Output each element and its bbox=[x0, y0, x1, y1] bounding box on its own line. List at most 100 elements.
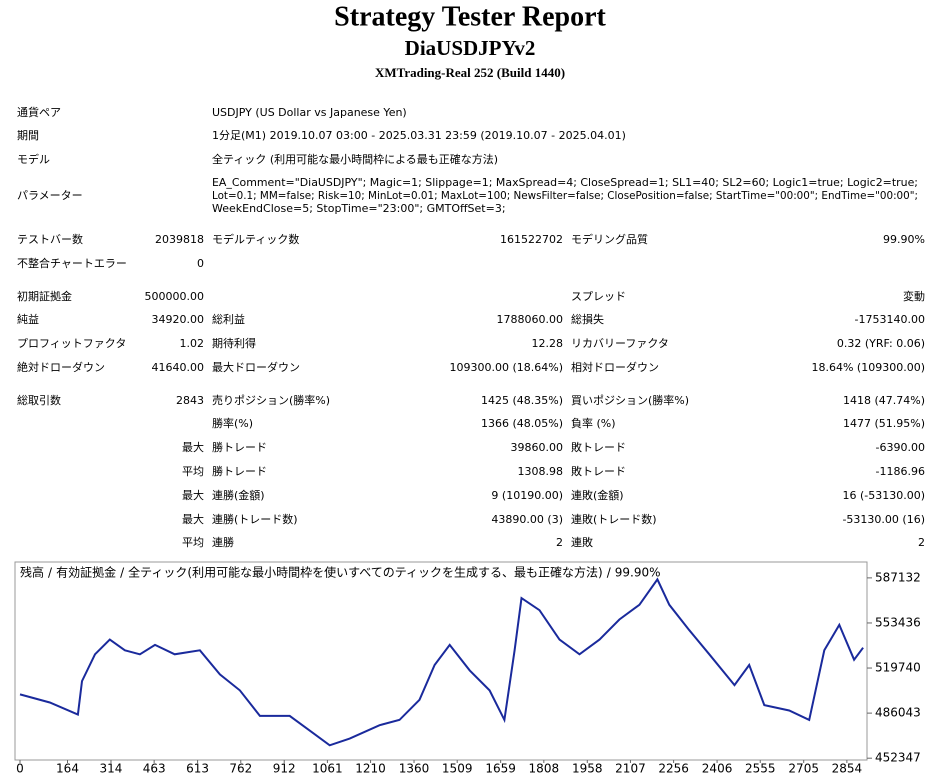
info-label: パラメーター bbox=[17, 189, 83, 202]
stat-label: 相対ドローダウン bbox=[571, 360, 659, 374]
stat-label: 敗トレード bbox=[571, 440, 626, 454]
stat-value: 0.32 (YRF: 0.06) bbox=[837, 337, 925, 350]
stat-label: 連勝(トレード数) bbox=[212, 512, 298, 526]
stat-label: 連敗 bbox=[571, 535, 593, 549]
stat-label: 初期証拠金 bbox=[17, 289, 72, 303]
info-label: 期間 bbox=[17, 129, 39, 142]
stat-value: -1186.96 bbox=[876, 465, 925, 478]
stat-label: 連敗(金額) bbox=[571, 488, 624, 502]
x-tick-label: 912 bbox=[273, 762, 296, 776]
stat-value: 1366 (48.05%) bbox=[481, 417, 563, 430]
stat-value: 1.02 bbox=[180, 337, 205, 350]
info-value: 全ティック (利用可能な最小時間枠による最も正確な方法) bbox=[212, 152, 498, 166]
stat-value: -53130.00 (16) bbox=[842, 513, 925, 526]
x-tick-label: 1360 bbox=[399, 762, 430, 776]
x-tick-label: 2107 bbox=[615, 762, 646, 776]
stat-label: リカバリーファクタ bbox=[571, 337, 669, 350]
legend-separator: / bbox=[607, 566, 612, 580]
x-tick-label: 1659 bbox=[485, 762, 516, 776]
stat-label: 連敗(トレード数) bbox=[571, 512, 657, 526]
legend-separator: / bbox=[48, 566, 53, 580]
stat-value: 最大 bbox=[182, 512, 204, 526]
x-tick-label: 463 bbox=[143, 762, 166, 776]
stat-label: モデルティック数 bbox=[212, 232, 299, 246]
y-tick-label: 587132 bbox=[875, 570, 921, 584]
x-tick-label: 1061 bbox=[312, 762, 343, 776]
x-tick-label: 1808 bbox=[529, 762, 560, 776]
y-tick-label: 486043 bbox=[875, 706, 921, 720]
x-tick-label: 2406 bbox=[702, 762, 733, 776]
stat-label: 勝トレード bbox=[212, 440, 267, 454]
stat-value: 39860.00 bbox=[511, 441, 564, 454]
info-label: 通貨ペア bbox=[17, 105, 61, 119]
stat-value: 99.90% bbox=[883, 233, 925, 246]
stat-value: 0 bbox=[197, 257, 204, 270]
stat-value: 9 (10190.00) bbox=[491, 489, 563, 502]
stat-value: 最大 bbox=[182, 488, 204, 502]
x-tick-label: 314 bbox=[100, 762, 123, 776]
stat-label: 売りポジション(勝率%) bbox=[212, 393, 330, 407]
x-tick-label: 2256 bbox=[658, 762, 689, 776]
x-tick-label: 2705 bbox=[788, 762, 819, 776]
stat-label: テストバー数 bbox=[17, 233, 83, 246]
stat-label: 不整合チャートエラー bbox=[17, 256, 127, 270]
stat-value: 2 bbox=[556, 536, 563, 549]
x-tick-label: 1509 bbox=[442, 762, 473, 776]
parameter-line: Lot=0.1; MM=false; Risk=10; MinLot=0.01;… bbox=[212, 189, 918, 202]
modeling-quality: 99.90% bbox=[615, 566, 661, 580]
stat-value: 平均 bbox=[182, 536, 204, 549]
info-value: USDJPY (US Dollar vs Japanese Yen) bbox=[212, 106, 407, 119]
stat-value: 1308.98 bbox=[518, 465, 564, 478]
stat-value: 12.28 bbox=[532, 337, 564, 350]
report-title: Strategy Tester Report bbox=[334, 1, 606, 32]
stat-label: 連勝 bbox=[212, 535, 234, 549]
stat-label: 総損失 bbox=[571, 312, 604, 326]
stat-value: 34920.00 bbox=[152, 313, 205, 326]
stat-label: 勝率(%) bbox=[212, 416, 253, 430]
legend-entry: 有効証拠金 bbox=[56, 565, 116, 580]
stat-value: -1753140.00 bbox=[855, 313, 925, 326]
stat-value: 1418 (47.74%) bbox=[843, 394, 925, 407]
stat-value: 43890.00 (3) bbox=[491, 513, 563, 526]
chart-caption: 全ティック(利用可能な最小時間枠を使いすべてのティックを生成する、最も正確な方法… bbox=[128, 565, 603, 580]
balance-line bbox=[19, 577, 864, 747]
stat-value: 41640.00 bbox=[152, 361, 205, 374]
stat-value: 最大 bbox=[182, 440, 204, 454]
parameter-line: WeekEndClose=5; StopTime="23:00"; GMTOff… bbox=[212, 202, 506, 215]
x-tick-label: 164 bbox=[56, 762, 79, 776]
info-value: 1分足(M1) 2019.10.07 03:00 - 2025.03.31 23… bbox=[212, 129, 626, 142]
stat-label: 負率 (%) bbox=[571, 416, 616, 430]
stat-label: 期待利得 bbox=[212, 336, 256, 350]
y-tick-label: 452347 bbox=[875, 751, 921, 765]
x-tick-label: 2854 bbox=[832, 762, 863, 776]
y-tick-label: 519740 bbox=[875, 661, 921, 675]
stat-label: モデリング品質 bbox=[571, 232, 648, 246]
stat-value: 平均 bbox=[182, 465, 204, 478]
x-tick-label: 1210 bbox=[355, 762, 386, 776]
report-subtitle: DiaUSDJPYv2 bbox=[405, 36, 536, 60]
x-tick-label: 613 bbox=[186, 762, 209, 776]
stat-label: 絶対ドローダウン bbox=[17, 360, 105, 374]
stat-label: 買いポジション(勝率%) bbox=[571, 393, 689, 407]
server-name: XMTrading-Real 252 (Build 1440) bbox=[375, 65, 565, 80]
stat-value: 500000.00 bbox=[145, 290, 205, 303]
info-label: モデル bbox=[17, 152, 50, 166]
stat-label: プロフィットファクタ bbox=[17, 337, 126, 350]
stat-label: 総利益 bbox=[212, 312, 245, 326]
stat-label: 勝トレード bbox=[212, 464, 267, 478]
stat-label: スプレッド bbox=[571, 290, 626, 303]
x-tick-label: 2555 bbox=[745, 762, 776, 776]
stat-value: -6390.00 bbox=[876, 441, 925, 454]
stat-value: 161522702 bbox=[500, 233, 563, 246]
stat-value: 1788060.00 bbox=[497, 313, 563, 326]
stat-label: 総取引数 bbox=[17, 393, 61, 407]
stat-value: 変動 bbox=[903, 289, 925, 303]
stat-value: 1425 (48.35%) bbox=[481, 394, 563, 407]
x-tick-label: 1958 bbox=[572, 762, 603, 776]
x-tick-label: 0 bbox=[16, 762, 24, 776]
stat-value: 18.64% (109300.00) bbox=[811, 361, 925, 374]
stat-label: 純益 bbox=[17, 312, 39, 326]
y-tick-label: 553436 bbox=[875, 615, 921, 629]
stat-label: 連勝(金額) bbox=[212, 488, 265, 502]
